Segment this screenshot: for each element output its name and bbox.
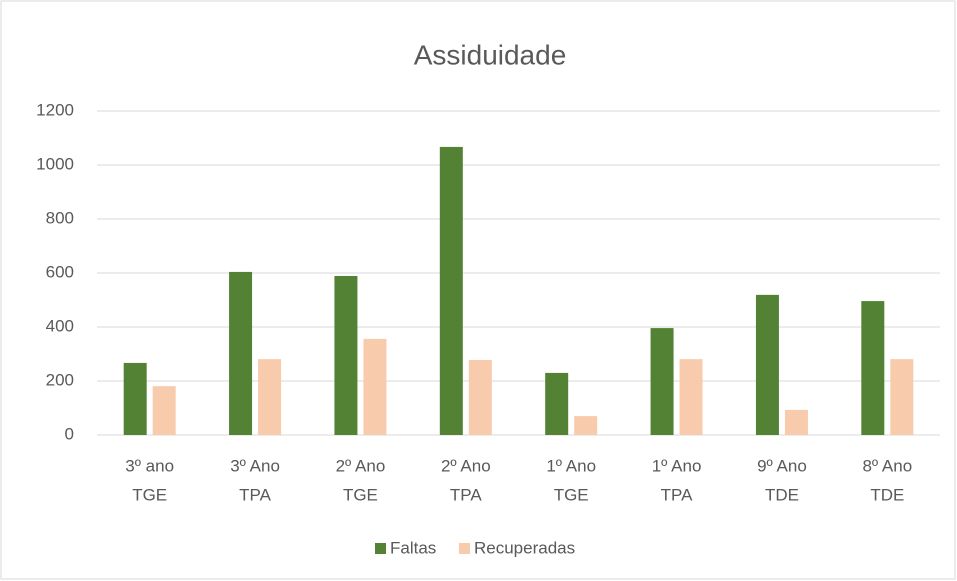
x-tick-label: 1º Ano xyxy=(652,456,702,475)
bar xyxy=(784,409,808,435)
x-tick-label: TGE xyxy=(554,485,589,504)
y-tick-label: 1200 xyxy=(36,100,74,119)
x-tick-label: TPA xyxy=(450,485,482,504)
bar xyxy=(123,362,147,435)
x-tick-label: TPA xyxy=(239,485,271,504)
bar xyxy=(363,338,387,435)
x-tick-label: 9º Ano xyxy=(757,456,807,475)
bar xyxy=(861,301,885,435)
x-tick-label: TDE xyxy=(765,485,799,504)
x-tick-label: TGE xyxy=(343,485,378,504)
bar xyxy=(468,359,492,435)
y-tick-label: 1000 xyxy=(36,154,74,173)
bar xyxy=(545,372,569,435)
legend-label: Faltas xyxy=(390,538,436,557)
bar xyxy=(679,359,703,435)
x-tick-label: 2º Ano xyxy=(441,456,491,475)
x-tick-label: 3º Ano xyxy=(230,456,280,475)
legend-swatch xyxy=(459,543,470,554)
x-tick-label: TDE xyxy=(870,485,904,504)
y-tick-label: 200 xyxy=(46,370,74,389)
bar xyxy=(258,359,282,435)
y-tick-label: 600 xyxy=(46,262,74,281)
x-tick-label: TPA xyxy=(661,485,693,504)
bar xyxy=(650,328,674,435)
bar xyxy=(574,416,598,435)
x-tick-label: 1º Ano xyxy=(546,456,596,475)
legend-swatch xyxy=(375,543,386,554)
bar xyxy=(152,386,176,435)
legend-label: Recuperadas xyxy=(474,538,575,557)
x-tick-label: 3º ano xyxy=(125,456,174,475)
bar xyxy=(334,275,358,435)
x-tick-label: 2º Ano xyxy=(336,456,386,475)
bar xyxy=(229,271,253,435)
chart-title: Assiduidade xyxy=(414,39,567,70)
y-tick-label: 400 xyxy=(46,316,74,335)
bar xyxy=(755,294,779,435)
bar xyxy=(890,359,914,435)
y-tick-label: 0 xyxy=(65,424,74,443)
x-tick-label: TGE xyxy=(132,485,167,504)
y-tick-label: 800 xyxy=(46,208,74,227)
bar xyxy=(439,146,463,435)
x-tick-label: 8º Ano xyxy=(862,456,912,475)
